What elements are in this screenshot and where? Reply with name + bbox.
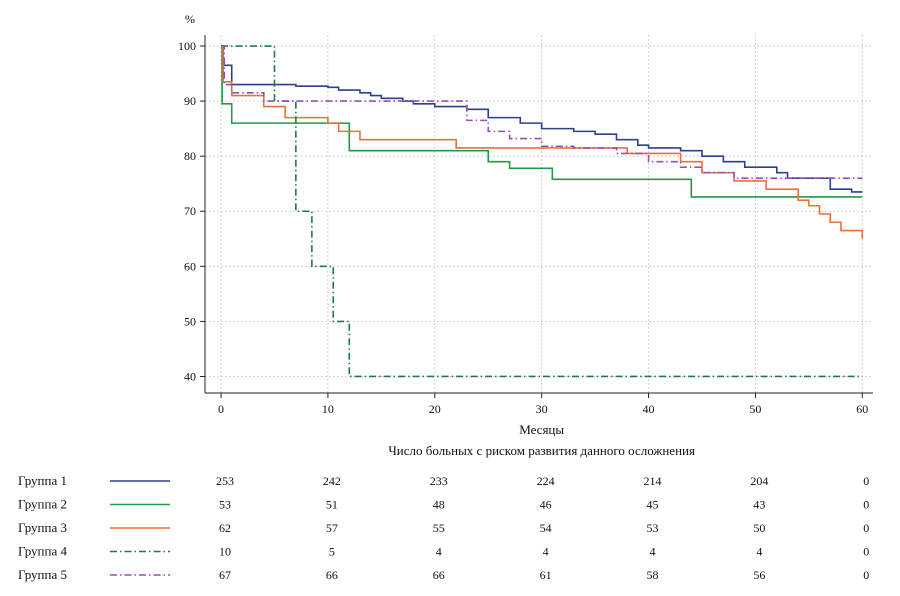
- risk-value: 0: [863, 545, 869, 559]
- risk-value: 51: [326, 498, 338, 512]
- risk-value: 53: [219, 498, 231, 512]
- series-line-3: [221, 45, 864, 239]
- x-axis-label: Месяцы: [519, 422, 564, 437]
- risk-value: 48: [433, 498, 445, 512]
- y-axis-unit: %: [185, 12, 195, 26]
- risk-value: 4: [543, 545, 549, 559]
- risk-value: 0: [863, 521, 869, 535]
- series-lines: [221, 45, 864, 378]
- series-line-1: [221, 45, 863, 193]
- risk-value: 61: [540, 568, 552, 582]
- risk-value: 0: [863, 568, 869, 582]
- risk-table-title: Число больных с риском развития данного …: [388, 443, 695, 458]
- risk-value: 5: [329, 545, 335, 559]
- risk-value: 54: [540, 521, 552, 535]
- x-tick-label: 20: [429, 402, 441, 416]
- grid: [205, 35, 873, 393]
- risk-value: 224: [537, 474, 555, 488]
- risk-value: 45: [647, 498, 659, 512]
- risk-value: 57: [326, 521, 338, 535]
- series-line-2: [221, 45, 863, 198]
- y-tick-label: 80: [184, 149, 196, 163]
- y-tick-label: 90: [184, 94, 196, 108]
- risk-group-name: Группа 4: [18, 544, 67, 559]
- x-tick-label: 40: [643, 402, 655, 416]
- y-tick-label: 60: [184, 259, 196, 273]
- risk-value: 50: [753, 521, 765, 535]
- risk-value: 62: [219, 521, 231, 535]
- risk-value: 66: [326, 568, 338, 582]
- y-tick-label: 70: [184, 204, 196, 218]
- series-line-5: [221, 45, 863, 179]
- risk-value: 46: [540, 498, 552, 512]
- risk-value: 66: [433, 568, 445, 582]
- x-tick-label: 10: [322, 402, 334, 416]
- risk-value: 4: [650, 545, 656, 559]
- risk-value: 214: [644, 474, 662, 488]
- x-tick-label: 50: [749, 402, 761, 416]
- risk-group-name: Группа 3: [18, 520, 67, 535]
- risk-value: 0: [863, 474, 869, 488]
- risk-value: 242: [323, 474, 341, 488]
- x-tick-label: 30: [536, 402, 548, 416]
- risk-value: 204: [750, 474, 768, 488]
- risk-group-name: Группа 2: [18, 497, 67, 512]
- risk-value: 53: [647, 521, 659, 535]
- risk-value: 0: [863, 498, 869, 512]
- risk-table: Число больных с риском развития данного …: [18, 443, 869, 582]
- axes: % Месяцы 40 50 60 70 80 90 100 0 10 20 30 40 50 60: [178, 12, 873, 437]
- x-tick-label: 0: [218, 402, 224, 416]
- x-tick-label: 60: [856, 402, 868, 416]
- risk-value: 55: [433, 521, 445, 535]
- risk-group-name: Группа 1: [18, 473, 67, 488]
- risk-value: 43: [753, 498, 765, 512]
- risk-value: 233: [430, 474, 448, 488]
- risk-value: 4: [436, 545, 442, 559]
- y-tick-label: 100: [178, 39, 196, 53]
- risk-group-name: Группа 5: [18, 567, 67, 582]
- y-tick-label: 40: [184, 369, 196, 383]
- risk-value: 67: [219, 568, 231, 582]
- risk-value: 10: [219, 545, 231, 559]
- risk-value: 58: [647, 568, 659, 582]
- risk-value: 253: [216, 474, 234, 488]
- y-tick-label: 50: [184, 314, 196, 328]
- risk-value: 56: [753, 568, 765, 582]
- risk-value: 4: [756, 545, 762, 559]
